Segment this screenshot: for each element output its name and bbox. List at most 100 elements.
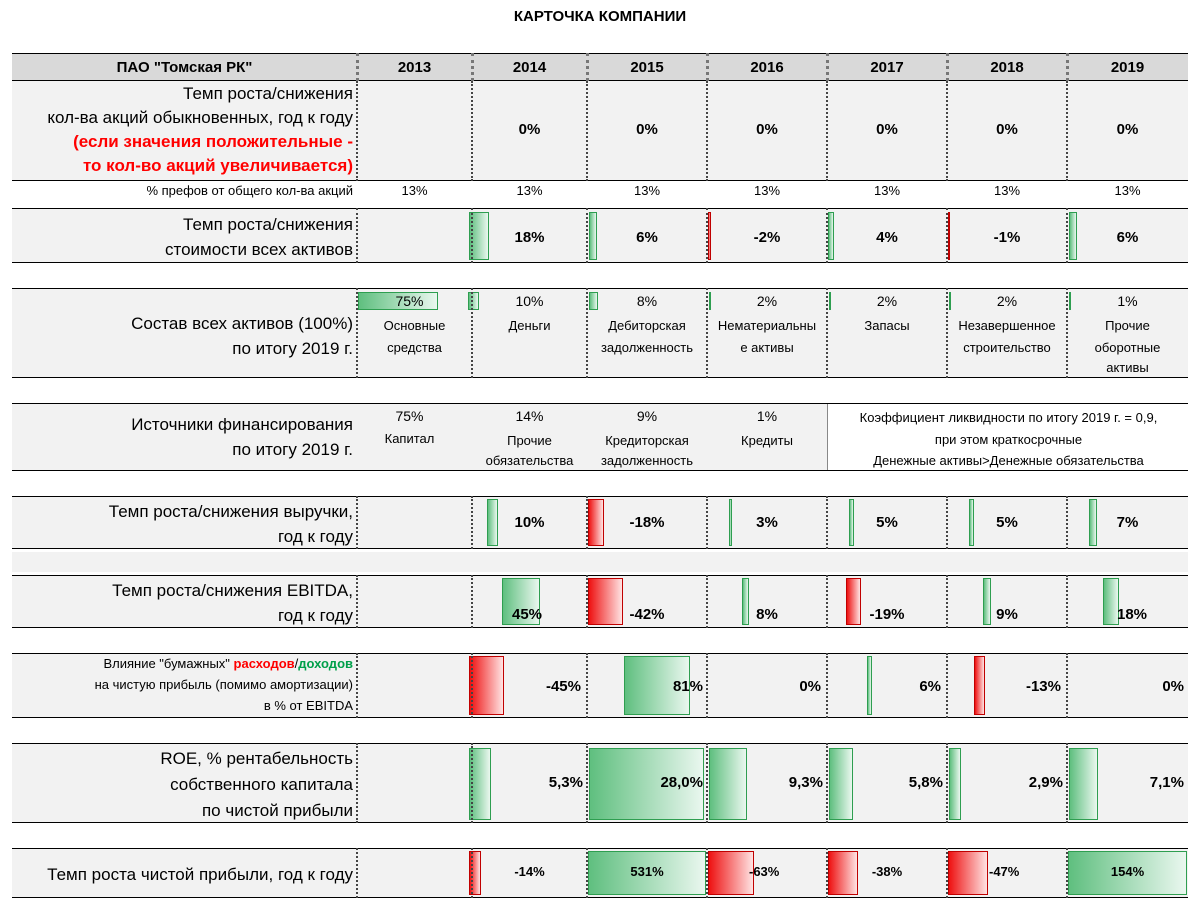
structure-pct-5: 2%	[996, 293, 1018, 309]
assets-growth-2016: -2%	[753, 229, 781, 246]
ebitda-bar-2018	[983, 578, 991, 625]
column-separator	[1066, 53, 1069, 81]
shares-label-1: Темп роста/снижения	[183, 84, 353, 103]
net-profit-bar-2016	[708, 851, 754, 895]
structure-name-1a: Деньги	[508, 318, 551, 333]
structure-bar-fixed-assets	[358, 292, 438, 310]
roe-label-3: по чистой прибыли	[201, 801, 353, 820]
liquidity-line-1: Коэффициент ликвидности по итогу 2019 г.…	[859, 410, 1158, 425]
column-separator	[946, 743, 948, 823]
net-profit-bar-2018	[948, 851, 988, 895]
assets-growth-bar-2014	[469, 212, 489, 260]
column-separator	[706, 496, 708, 549]
header-row: ПАО "Томская РК" 2013 2014 2015 2016 201…	[12, 53, 1188, 81]
column-separator	[946, 81, 948, 181]
roe-2014: 5,3%	[548, 774, 583, 791]
company-name: ПАО "Томская РК"	[116, 59, 253, 76]
column-separator	[471, 288, 473, 378]
net-profit-2015: 531%	[630, 864, 664, 879]
column-separator	[706, 81, 708, 181]
shares-2015: 0%	[636, 121, 658, 138]
structure-name-3b: е активы	[740, 340, 794, 355]
structure-pct-4: 2%	[876, 293, 898, 309]
roe-bar-2014	[469, 748, 491, 820]
assets-growth-bar-2018	[948, 212, 950, 260]
column-separator	[356, 848, 358, 898]
ebitda-bar-2017	[846, 578, 861, 625]
paper-label-1: Влияние "бумажных" расходов/доходов	[103, 656, 353, 671]
year-2014: 2014	[512, 59, 547, 76]
column-separator	[471, 496, 473, 549]
ebitda-2019: 18%	[1116, 606, 1148, 623]
column-separator	[586, 81, 588, 181]
page-title: КАРТОЧКА КОМПАНИИ	[513, 8, 687, 25]
column-separator	[356, 81, 358, 181]
structure-pct-1: 10%	[515, 293, 544, 309]
column-separator	[586, 743, 588, 823]
shares-label-2: кол-ва акций обыкновенных, год к году	[47, 108, 353, 127]
structure-name-0a: Основные	[383, 318, 446, 333]
roe-2017: 5,8%	[908, 774, 943, 791]
roe-row: ROE, % рентабельность собственного капит…	[12, 743, 1188, 823]
column-separator	[356, 208, 358, 263]
structure-bar-other	[1069, 292, 1071, 310]
roe-label-2: собственного капитала	[170, 775, 353, 794]
shares-note-2: то кол-во акций увеличивается)	[82, 156, 353, 175]
assets-growth-bar-2017	[828, 212, 834, 260]
financing-pct-0: 75%	[395, 408, 424, 424]
column-separator	[356, 496, 358, 549]
column-separator	[826, 743, 828, 823]
prefs-2015: 13%	[633, 183, 661, 198]
column-separator	[471, 575, 473, 628]
assets-growth-2014: 18%	[514, 229, 545, 246]
assets-growth-label-1: Темп роста/снижения	[183, 215, 353, 234]
net-profit-2014: -14%	[514, 864, 545, 879]
column-separator	[826, 208, 828, 263]
financing-label-2: по итогу 2019 г.	[232, 440, 353, 459]
ebitda-2017: -19%	[869, 606, 905, 623]
roe-2018: 2,9%	[1028, 774, 1063, 791]
structure-bar-construction	[949, 292, 951, 310]
structure-bar-receivables	[589, 292, 598, 310]
roe-bar-2017	[829, 748, 853, 820]
column-separator	[706, 575, 708, 628]
net-profit-bar-2019	[1068, 851, 1187, 895]
shares-note-1: (если значения положительные -	[73, 132, 353, 151]
roe-bar-2015	[589, 748, 704, 820]
ebitda-bar-2016	[742, 578, 749, 625]
column-separator	[946, 288, 948, 378]
column-separator	[826, 53, 829, 81]
column-separator	[826, 288, 828, 378]
revenue-bar-2015	[588, 499, 604, 546]
assets-growth-bar-2019	[1069, 212, 1077, 260]
column-separator	[356, 653, 358, 718]
column-separator	[356, 743, 358, 823]
paper-2014: -45%	[545, 678, 581, 695]
paper-label-3: в % от EBITDA	[263, 698, 353, 713]
net-profit-2016: -63%	[749, 864, 780, 879]
shares-2017: 0%	[876, 121, 898, 138]
prefs-2013: 13%	[401, 183, 428, 198]
revenue-bar-2018	[969, 499, 974, 546]
assets-structure-label-2: по итогу 2019 г.	[232, 339, 353, 358]
column-separator	[471, 53, 474, 81]
revenue-2019: 7%	[1116, 514, 1139, 531]
year-2018: 2018	[990, 59, 1024, 76]
column-separator	[586, 496, 588, 549]
column-separator	[586, 848, 588, 898]
column-separator	[1066, 208, 1068, 263]
net-profit-bar-2015	[588, 851, 706, 895]
roe-2016: 9,3%	[788, 774, 823, 791]
structure-name-5a: Незавершенное	[958, 318, 1056, 333]
spacer-band	[12, 552, 1188, 572]
structure-name-0b: средства	[387, 340, 442, 355]
revenue-label-1: Темп роста/снижения выручки,	[108, 502, 353, 521]
column-separator	[706, 653, 708, 718]
column-separator	[826, 496, 828, 549]
column-separator	[1066, 496, 1068, 549]
liquidity-line-3: Денежные активы>Денежные обязательства	[873, 453, 1144, 468]
structure-bar-cash	[468, 292, 479, 310]
revenue-bar-2017	[849, 499, 854, 546]
liquidity-line-2: при этом краткосрочные	[934, 432, 1083, 447]
year-2016: 2016	[750, 59, 784, 76]
